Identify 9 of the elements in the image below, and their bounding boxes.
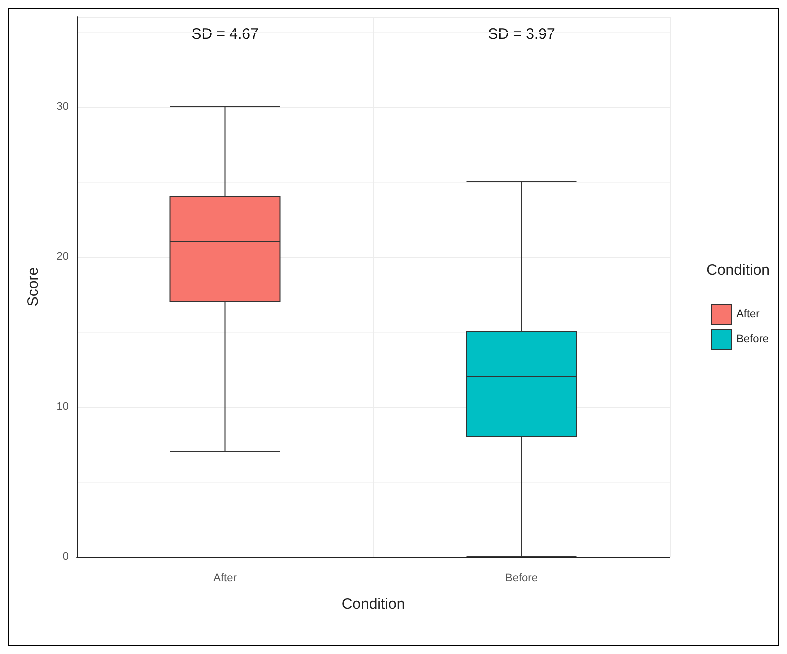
y-tick-label: 0 [62, 551, 69, 563]
y-axis-title: Score [25, 267, 42, 307]
legend-title: Condition [706, 262, 770, 279]
x-axis-title: Condition [342, 596, 406, 613]
y-tick-label: 20 [56, 251, 69, 263]
y-tick-label: 10 [56, 401, 69, 413]
legend-label: After [736, 308, 760, 320]
y-tick-label: 30 [56, 101, 69, 113]
legend-label: Before [736, 334, 770, 346]
